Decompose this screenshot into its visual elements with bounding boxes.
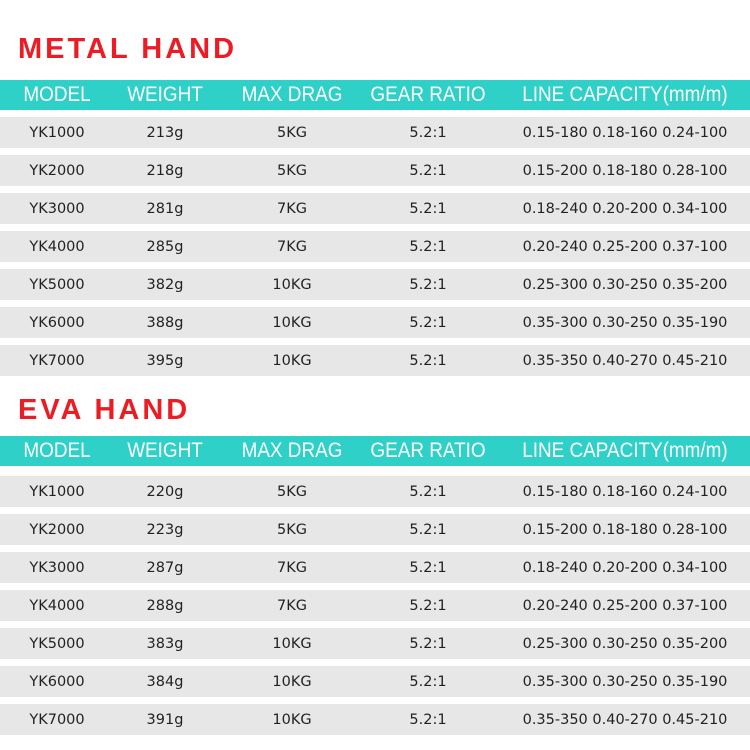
cell-weight: 281g: [146, 200, 184, 217]
table-row: YK5000 382g 10KG 5.2:1 0.25-300 0.30-250 0.3…: [0, 269, 750, 300]
cell-gear-ratio: 5.2:1: [409, 162, 447, 179]
table-header: MODEL WEIGHT MAX DRAG GEAR RATIO LINE CAPACI…: [0, 80, 750, 110]
cell-max-drag: 7KG: [277, 200, 307, 217]
cell-line-capacity: 0.15-180 0.18-160 0.24-100: [522, 124, 728, 141]
cell-gear-ratio: 5.2:1: [409, 200, 447, 217]
header-line-capacity: LINE CAPACITY(mm/m): [522, 83, 728, 106]
cell-line-capacity: 0.18-240 0.20-200 0.34-100: [522, 200, 728, 217]
cell-max-drag: 7KG: [277, 597, 307, 614]
table-row: YK5000 383g 10KG 5.2:1 0.25-300 0.30-250 0.3…: [0, 628, 750, 659]
cell-line-capacity: 0.15-200 0.18-180 0.28-100: [522, 521, 728, 538]
cell-line-capacity: 0.35-300 0.30-250 0.35-190: [522, 673, 728, 690]
table-row: YK4000 288g 7KG 5.2:1 0.20-240 0.25-200 0.37…: [0, 590, 750, 621]
cell-model: YK7000: [29, 711, 85, 728]
cell-gear-ratio: 5.2:1: [409, 559, 447, 576]
cell-model: YK1000: [29, 483, 85, 500]
cell-gear-ratio: 5.2:1: [409, 314, 447, 331]
cell-gear-ratio: 5.2:1: [409, 483, 447, 500]
cell-model: YK6000: [29, 314, 85, 331]
header-gear-ratio: GEAR RATIO: [370, 439, 486, 462]
cell-line-capacity: 0.35-300 0.30-250 0.35-190: [522, 314, 728, 331]
table-row: YK2000 223g 5KG 5.2:1 0.15-200 0.18-180 0.28…: [0, 514, 750, 545]
header-line-capacity: LINE CAPACITY(mm/m): [522, 439, 728, 462]
cell-line-capacity: 0.15-180 0.18-160 0.24-100: [522, 483, 728, 500]
cell-model: YK6000: [29, 673, 85, 690]
cell-gear-ratio: 5.2:1: [409, 276, 447, 293]
cell-weight: 213g: [146, 124, 184, 141]
cell-model: YK5000: [29, 276, 85, 293]
cell-max-drag: 7KG: [277, 559, 307, 576]
cell-line-capacity: 0.35-350 0.40-270 0.45-210: [522, 711, 728, 728]
cell-weight: 384g: [146, 673, 184, 690]
cell-gear-ratio: 5.2:1: [409, 597, 447, 614]
cell-max-drag: 10KG: [272, 314, 312, 331]
cell-max-drag: 10KG: [272, 635, 312, 652]
header-weight: WEIGHT: [127, 83, 203, 106]
table-row: YK7000 391g 10KG 5.2:1 0.35-350 0.40-270 0.4…: [0, 704, 750, 735]
cell-model: YK3000: [29, 559, 85, 576]
cell-weight: 388g: [146, 314, 184, 331]
cell-weight: 288g: [146, 597, 184, 614]
cell-gear-ratio: 5.2:1: [409, 352, 447, 369]
header-max-drag: MAX DRAG: [241, 439, 343, 462]
header-gear-ratio: GEAR RATIO: [370, 83, 486, 106]
cell-model: YK3000: [29, 200, 85, 217]
section-title: EVA HAND: [18, 394, 191, 426]
cell-max-drag: 5KG: [277, 124, 307, 141]
cell-line-capacity: 0.35-350 0.40-270 0.45-210: [522, 352, 728, 369]
header-model: MODEL: [23, 439, 91, 462]
cell-max-drag: 10KG: [272, 352, 312, 369]
cell-gear-ratio: 5.2:1: [409, 521, 447, 538]
cell-line-capacity: 0.25-300 0.30-250 0.35-200: [522, 276, 728, 293]
cell-weight: 391g: [146, 711, 184, 728]
section-title: METAL HAND: [18, 33, 238, 65]
cell-line-capacity: 0.18-240 0.20-200 0.34-100: [522, 559, 728, 576]
table-row: YK6000 384g 10KG 5.2:1 0.35-300 0.30-250 0.3…: [0, 666, 750, 697]
cell-model: YK5000: [29, 635, 85, 652]
header-max-drag: MAX DRAG: [241, 83, 343, 106]
table-row: YK7000 395g 10KG 5.2:1 0.35-350 0.40-270 0.4…: [0, 345, 750, 376]
cell-model: YK7000: [29, 352, 85, 369]
table-header: MODEL WEIGHT MAX DRAG GEAR RATIO LINE CAPACI…: [0, 436, 750, 466]
cell-max-drag: 7KG: [277, 238, 307, 255]
cell-max-drag: 5KG: [277, 521, 307, 538]
cell-gear-ratio: 5.2:1: [409, 635, 447, 652]
cell-weight: 383g: [146, 635, 184, 652]
cell-line-capacity: 0.15-200 0.18-180 0.28-100: [522, 162, 728, 179]
table-row: YK3000 281g 7KG 5.2:1 0.18-240 0.20-200 0.34…: [0, 193, 750, 224]
cell-max-drag: 10KG: [272, 673, 312, 690]
table-row: YK6000 388g 10KG 5.2:1 0.35-300 0.30-250 0.3…: [0, 307, 750, 338]
cell-max-drag: 5KG: [277, 483, 307, 500]
table-row: YK2000 218g 5KG 5.2:1 0.15-200 0.18-180 0.28…: [0, 155, 750, 186]
cell-gear-ratio: 5.2:1: [409, 711, 447, 728]
header-model: MODEL: [23, 83, 91, 106]
cell-max-drag: 10KG: [272, 711, 312, 728]
cell-weight: 395g: [146, 352, 184, 369]
cell-model: YK2000: [29, 162, 85, 179]
table-row: YK3000 287g 7KG 5.2:1 0.18-240 0.20-200 0.34…: [0, 552, 750, 583]
cell-weight: 285g: [146, 238, 184, 255]
cell-line-capacity: 0.20-240 0.25-200 0.37-100: [522, 597, 728, 614]
cell-max-drag: 10KG: [272, 276, 312, 293]
cell-gear-ratio: 5.2:1: [409, 673, 447, 690]
table-row: YK4000 285g 7KG 5.2:1 0.20-240 0.25-200 0.37…: [0, 231, 750, 262]
cell-max-drag: 5KG: [277, 162, 307, 179]
cell-weight: 382g: [146, 276, 184, 293]
cell-weight: 218g: [146, 162, 184, 179]
table-row: YK1000 220g 5KG 5.2:1 0.15-180 0.18-160 0.24…: [0, 476, 750, 507]
table-row: YK1000 213g 5KG 5.2:1 0.15-180 0.18-160 0.24…: [0, 117, 750, 148]
cell-gear-ratio: 5.2:1: [409, 238, 447, 255]
cell-weight: 223g: [146, 521, 184, 538]
header-weight: WEIGHT: [127, 439, 203, 462]
cell-line-capacity: 0.25-300 0.30-250 0.35-200: [522, 635, 728, 652]
cell-model: YK1000: [29, 124, 85, 141]
cell-line-capacity: 0.20-240 0.25-200 0.37-100: [522, 238, 728, 255]
cell-model: YK4000: [29, 238, 85, 255]
cell-gear-ratio: 5.2:1: [409, 124, 447, 141]
cell-weight: 220g: [146, 483, 184, 500]
cell-weight: 287g: [146, 559, 184, 576]
cell-model: YK4000: [29, 597, 85, 614]
cell-model: YK2000: [29, 521, 85, 538]
